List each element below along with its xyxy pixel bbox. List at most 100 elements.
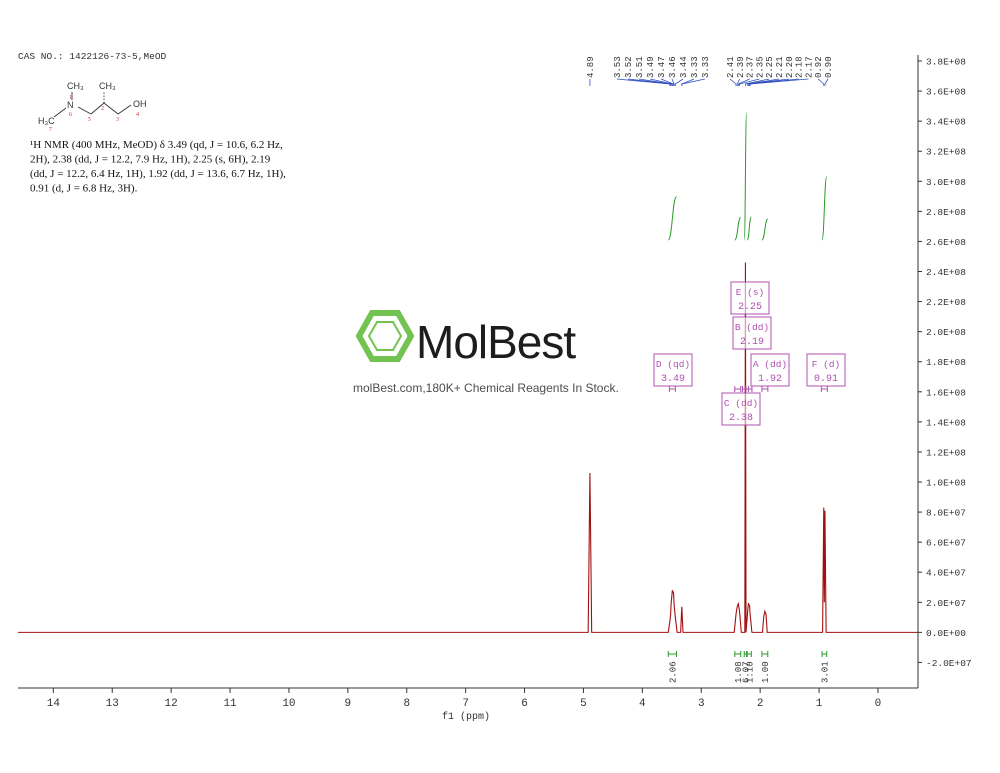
x-tick-label: 7	[462, 698, 469, 710]
peak-connector	[824, 78, 829, 86]
peak-label: 0.90	[824, 56, 834, 78]
cas-number: CAS NO.: 1422126-73-5,MeOD	[18, 51, 167, 62]
integral-bracket	[761, 651, 769, 657]
peak-label: 2.25	[765, 56, 775, 78]
peak-label: 3.47	[657, 56, 667, 78]
integral-curve	[746, 216, 752, 241]
peak-label: 2.35	[755, 56, 765, 78]
peak-connector	[749, 78, 799, 86]
integral-curve	[734, 216, 742, 241]
multiplet-label: E (s)	[736, 287, 765, 298]
x-tick-label: 4	[639, 698, 646, 710]
x-tick-label: 1	[816, 698, 823, 710]
x-tick-label: 12	[165, 698, 178, 710]
multiplet-shift: 2.25	[738, 302, 762, 313]
multiplet-shift: 0.91	[814, 374, 838, 385]
peak-connector	[739, 78, 760, 86]
peak-label: 0.92	[814, 56, 824, 78]
bond	[103, 102, 119, 115]
y-tick-label: 2.0E+08	[926, 327, 966, 338]
multiplet-shift: 2.19	[740, 337, 764, 348]
y-tick-label: 6.0E+07	[926, 538, 966, 549]
multiplet-label: D (qd)	[656, 359, 690, 370]
atom-number: 7	[49, 127, 52, 133]
y-tick-label: 0.0E+00	[926, 628, 966, 639]
integral-curve	[667, 196, 677, 241]
multiplet-label: C (dd)	[724, 398, 758, 409]
integral-bracket	[821, 651, 828, 657]
structure-label: H₃C	[38, 116, 55, 126]
y-tick-label: 4.0E+07	[926, 568, 966, 579]
watermark-note: molBest.com,180K+ Chemical Reagents In S…	[353, 381, 619, 395]
peak-label: 2.41	[726, 56, 736, 78]
y-tick-label: -2.0E+07	[926, 658, 972, 669]
multiplet-marker	[820, 386, 828, 392]
peak-connector	[737, 78, 750, 86]
peak-connector	[674, 78, 684, 86]
atom-number: 5	[88, 117, 91, 123]
bond	[77, 106, 92, 115]
y-tick-label: 8.0E+07	[926, 508, 966, 519]
x-axis-label: f1 (ppm)	[442, 711, 490, 723]
x-tick-label: 6	[521, 698, 528, 710]
peak-label: 3.51	[635, 56, 645, 78]
structure-label: CH₃	[99, 81, 116, 91]
atom-number: 6	[69, 112, 72, 118]
description-line: 0.91 (d, J = 6.8 Hz, 3H).	[30, 183, 138, 195]
peak-connector	[681, 78, 706, 86]
x-tick-label: 5	[580, 698, 587, 710]
bond	[53, 107, 67, 118]
integral-curve	[743, 112, 748, 241]
atom-number: 3	[116, 117, 119, 123]
peak-connector	[660, 78, 674, 86]
peak-label: 3.52	[624, 56, 634, 78]
multiplet-marker	[745, 386, 753, 392]
multiplet-shift: 3.49	[661, 374, 685, 385]
y-tick-label: 3.2E+08	[926, 147, 966, 158]
peak-label: 2.39	[736, 56, 746, 78]
description-line: 2H), 2.38 (dd, J = 12.2, 7.9 Hz, 1H), 2.…	[30, 154, 271, 166]
structure	[53, 91, 132, 118]
integral-bracket	[667, 651, 678, 657]
integral-bracket	[734, 651, 742, 657]
integral-label: 1.10	[745, 661, 755, 683]
atom-numbers: 1 6 7 5 2 3 4	[49, 95, 139, 133]
peak-connector	[817, 78, 825, 86]
y-tick-label: 2.2E+08	[926, 297, 966, 308]
x-tick-label: 11	[223, 698, 237, 710]
multiplet-box	[806, 353, 846, 387]
integral-label: 3.01	[820, 661, 830, 683]
peak-label: 3.46	[668, 56, 678, 78]
multiplet-box	[653, 353, 693, 387]
peak-label: 2.21	[775, 56, 785, 78]
x-tick-label: 10	[282, 698, 295, 710]
peak-connector	[729, 78, 737, 86]
peak-label: 3.33	[701, 56, 711, 78]
structure-label: CH₃	[67, 81, 84, 91]
peak-label: 3.33	[690, 56, 700, 78]
y-tick-label: 3.8E+08	[926, 57, 966, 68]
peak-connector	[747, 78, 780, 86]
multiplet-label: A (dd)	[753, 359, 787, 370]
description: ¹H NMR (400 MHz, MeOD) δ 3.49 (qd, J = 1…	[30, 139, 286, 195]
integral-label: 2.06	[668, 661, 678, 683]
description-line: ¹H NMR (400 MHz, MeOD) δ 3.49 (qd, J = 1…	[30, 139, 283, 151]
x-tick-label: 9	[345, 698, 352, 710]
y-tick-label: 3.4E+08	[926, 117, 966, 128]
peak-label: 2.20	[785, 56, 795, 78]
y-tick-label: 2.6E+08	[926, 237, 966, 248]
multiplet-box	[730, 281, 770, 315]
multiplet-box	[721, 392, 761, 426]
x-tick-label: 2	[757, 698, 764, 710]
x-tick-label: 0	[875, 698, 882, 710]
multiplet-shift: 2.38	[729, 413, 753, 424]
spectrum-line	[18, 262, 918, 633]
watermark: MolBest molBest.com,180K+ Chemical Reage…	[353, 310, 619, 395]
peak-connector	[749, 78, 809, 86]
multiplet-marker	[668, 386, 676, 392]
integral-curve	[761, 218, 769, 241]
y-tick-label: 1.6E+08	[926, 387, 966, 398]
y-tick-label: 1.4E+08	[926, 417, 966, 428]
peak-label: 4.89	[586, 56, 596, 78]
atom-number: 4	[136, 112, 139, 118]
